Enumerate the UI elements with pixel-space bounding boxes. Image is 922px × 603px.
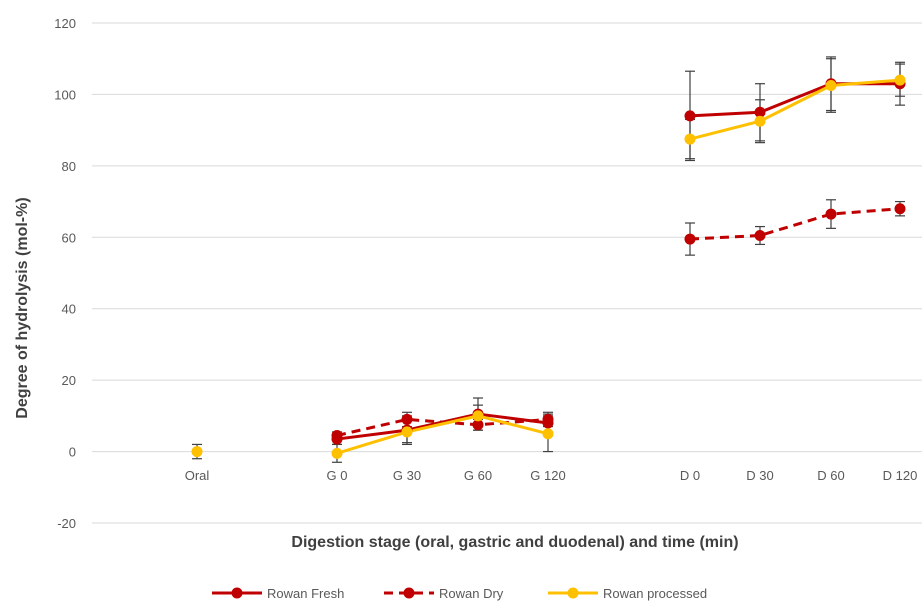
data-point-rowan-dry — [825, 208, 837, 220]
x-axis-title: Digestion stage (oral, gastric and duode… — [291, 534, 738, 551]
y-tick-label: 40 — [62, 302, 76, 317]
series-line-rowan-processed — [336, 414, 549, 455]
data-point-rowan-processed — [542, 428, 554, 440]
data-point-rowan-dry — [684, 233, 696, 245]
data-point-rowan-dry — [542, 413, 554, 425]
legend-label-rowan-fresh: Rowan Fresh — [267, 586, 344, 601]
series-line-rowan-dry — [336, 417, 549, 437]
data-point-rowan-processed — [331, 447, 343, 459]
y-axis-title: Degree of hydrolysis (mol-%) — [14, 197, 31, 418]
x-axis-tick-labels: Oral G 0 G 30 G 60 G 120 D 0 D 30 D 60 D 120 — [185, 468, 918, 483]
data-point-rowan-processed — [472, 410, 484, 422]
data-point-rowan-processed — [894, 74, 906, 86]
data-point-rowan-dry — [754, 230, 766, 241]
y-tick-label: -20 — [57, 516, 76, 531]
x-tick-label: G 120 — [530, 468, 565, 483]
y-tick-label: 0 — [69, 445, 76, 460]
legend: Rowan Fresh Rowan Dry Rowan processed — [212, 586, 707, 601]
x-tick-label: D 30 — [746, 468, 773, 483]
y-tick-label: 60 — [62, 230, 76, 245]
gridlines — [92, 22, 922, 524]
x-tick-label: G 0 — [327, 468, 348, 483]
x-tick-label: G 30 — [393, 468, 421, 483]
y-axis-tick-labels: -20 0 20 40 60 80 100 120 — [54, 16, 76, 531]
data-point-rowan-dry — [472, 419, 484, 431]
y-tick-label: 20 — [62, 373, 76, 388]
data-point-rowan-processed — [754, 115, 766, 127]
x-tick-label: D 60 — [817, 468, 844, 483]
series-points — [191, 74, 906, 459]
data-point-rowan-dry — [894, 203, 906, 215]
data-point-rowan-fresh — [754, 106, 766, 118]
series-lines — [336, 78, 901, 455]
data-point-rowan-processed — [825, 80, 837, 91]
data-point-rowan-fresh — [684, 110, 696, 122]
series-line-rowan-processed — [689, 78, 901, 141]
data-point-rowan-processed — [684, 133, 696, 145]
y-tick-label: 120 — [54, 16, 76, 31]
legend-marker-rowan-fresh — [231, 587, 243, 599]
data-point-rowan-processed — [191, 446, 203, 458]
x-tick-label: D 0 — [680, 468, 700, 483]
legend-label-rowan-processed: Rowan processed — [603, 586, 707, 601]
series-line-rowan-dry — [689, 207, 901, 241]
y-tick-label: 100 — [54, 87, 76, 102]
legend-marker-rowan-dry — [403, 587, 415, 599]
x-tick-label: G 60 — [464, 468, 492, 483]
legend-label-rowan-dry: Rowan Dry — [439, 586, 504, 601]
y-tick-label: 80 — [62, 159, 76, 174]
legend-marker-rowan-processed — [567, 587, 579, 599]
x-tick-label: Oral — [185, 468, 210, 483]
data-point-rowan-dry — [401, 413, 413, 425]
data-point-rowan-dry — [331, 430, 343, 441]
error-bars — [192, 56, 905, 463]
x-tick-label: D 120 — [883, 468, 918, 483]
series-line-rowan-fresh — [689, 82, 900, 118]
data-point-rowan-processed — [401, 426, 413, 438]
